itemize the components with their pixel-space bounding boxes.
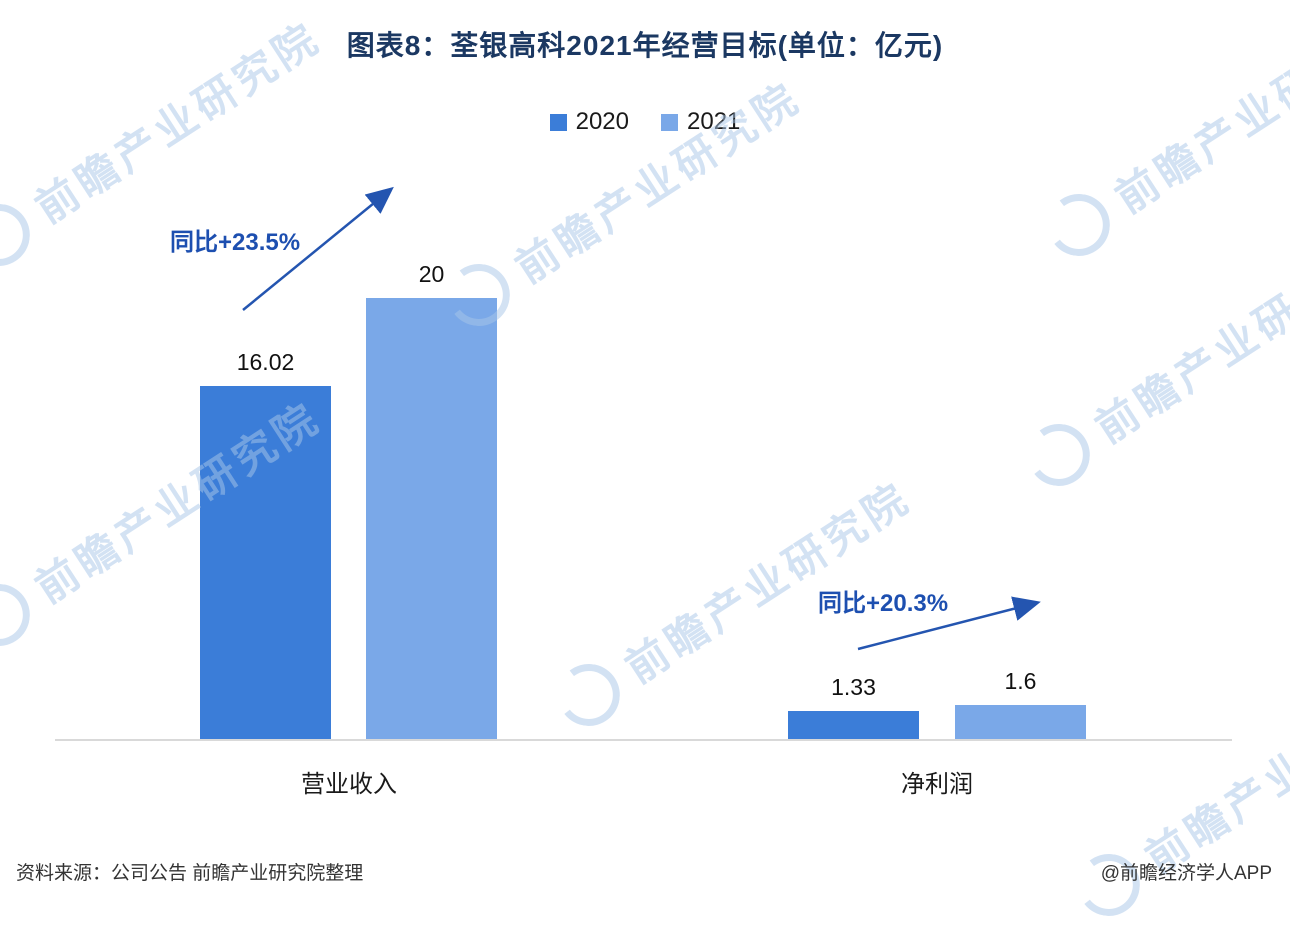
category-label-revenue: 营业收入 xyxy=(301,771,397,798)
qianzhan-logo-icon xyxy=(0,200,34,270)
chart-title: 图表8：荃银高科2021年经营目标(单位：亿元) xyxy=(346,30,944,61)
watermark-text: 前瞻产业研究院 xyxy=(1087,232,1290,452)
legend-swatch-2020 xyxy=(549,113,567,131)
legend-swatch-2021 xyxy=(661,113,678,131)
watermark-text: 前瞻产业研究院 xyxy=(507,72,809,292)
legend-item-2020: 2020 xyxy=(549,108,629,136)
chart-canvas: 前瞻产业研究院 前瞻产业研究院 前瞻产业研究院 前瞻产业研究院 前瞻产业研究院 … xyxy=(0,3,1290,920)
watermark-text: 前瞻产业研究院 xyxy=(1137,662,1290,882)
bar-value-label: 20 xyxy=(418,261,445,287)
growth-arrows-layer xyxy=(242,186,1041,651)
watermark: 前瞻产业研究院 xyxy=(1016,224,1290,498)
bar-revenue-2020: 16.02 xyxy=(200,349,331,740)
bar-value-label: 1.33 xyxy=(831,673,876,700)
bar-profit-2021: 1.6 xyxy=(955,668,1086,740)
category-label-profit: 净利润 xyxy=(901,771,973,798)
bar-profit-2020: 1.33 xyxy=(788,674,919,740)
qianzhan-logo-icon xyxy=(554,660,624,730)
bar-value-label: 1.6 xyxy=(1004,667,1037,694)
annotation-revenue-growth: 同比+23.5% xyxy=(170,229,301,256)
watermark: 前瞻产业研究院 xyxy=(1066,654,1290,928)
qianzhan-logo-icon xyxy=(1044,190,1114,260)
legend-label-2020: 2020 xyxy=(575,108,629,135)
qianzhan-logo-icon xyxy=(1024,420,1094,490)
qianzhan-logo-icon xyxy=(0,580,34,650)
legend-item-2021: 2021 xyxy=(661,108,740,136)
x-axis-line xyxy=(55,739,1232,741)
bar-revenue-2021: 20 xyxy=(366,261,497,740)
watermark-text: 前瞻产业研究院 xyxy=(617,472,919,692)
source-note: 资料来源：公司公告 前瞻产业研究院整理 xyxy=(16,863,364,884)
legend-label-2021: 2021 xyxy=(687,108,741,135)
bar-value-label: 16.02 xyxy=(236,348,295,375)
annotation-profit-growth: 同比+20.3% xyxy=(818,590,949,617)
app-credit: @前瞻经济学人APP xyxy=(1100,863,1272,884)
chart-legend: 2020 2021 xyxy=(0,108,1290,136)
watermark: 前瞻产业研究院 xyxy=(436,64,811,338)
